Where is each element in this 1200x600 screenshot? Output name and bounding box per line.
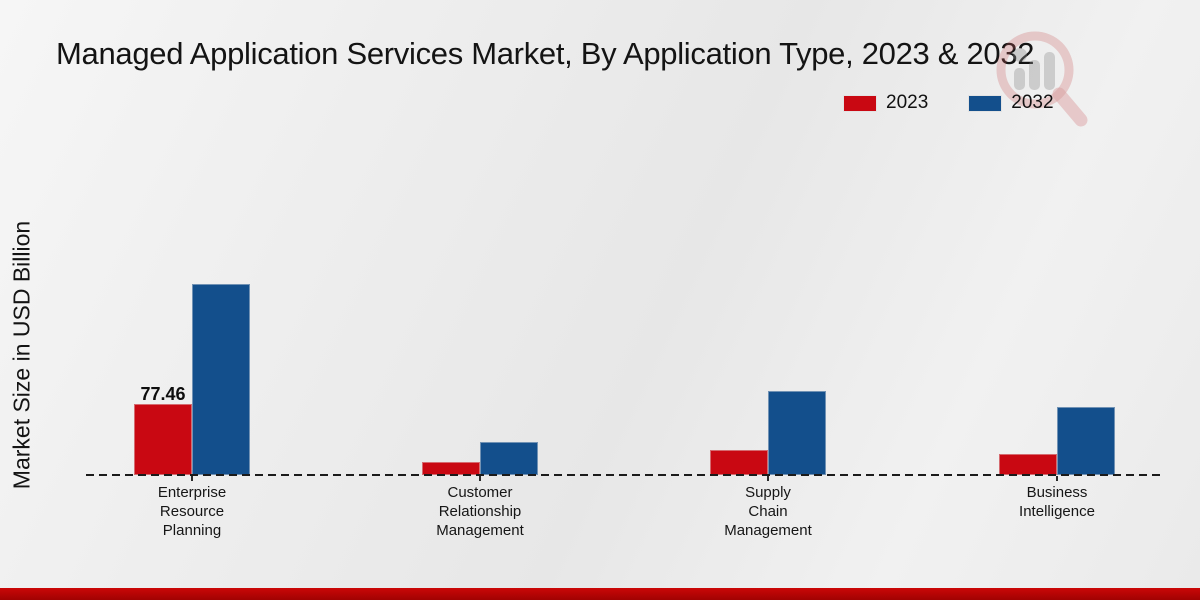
legend-item-2032: 2032 bbox=[968, 92, 1054, 114]
legend-swatch-2032 bbox=[968, 94, 1003, 112]
bar-2032-supply-chain-management bbox=[768, 391, 826, 475]
bar-2023-business-intelligence bbox=[999, 454, 1057, 475]
x-axis-tick bbox=[767, 476, 769, 481]
legend: 2023 2032 bbox=[843, 92, 1054, 114]
category-label-business-intelligence: Business Intelligence bbox=[1019, 484, 1095, 520]
x-axis-dashed-baseline bbox=[86, 474, 1165, 476]
bar-2032-business-intelligence bbox=[1057, 407, 1115, 475]
bottom-red-banner bbox=[0, 588, 1200, 600]
bar-2032-customer-relationship-management bbox=[480, 442, 538, 475]
bar-value-label: 77.46 bbox=[140, 384, 186, 404]
x-axis-tick bbox=[191, 476, 193, 481]
y-axis-label: Market Size in USD Billion bbox=[8, 220, 35, 490]
legend-label-2023: 2023 bbox=[886, 92, 929, 113]
category-label-customer-relationship-management: Customer Relationship Management bbox=[436, 484, 524, 539]
legend-label-2032: 2032 bbox=[1011, 92, 1054, 113]
bar-2023-supply-chain-management bbox=[710, 450, 768, 475]
x-axis-tick bbox=[479, 476, 481, 481]
chart-title: Managed Application Services Market, By … bbox=[56, 36, 1035, 71]
x-axis-tick bbox=[1056, 476, 1058, 481]
bar-2032-enterprise-resource-planning bbox=[192, 284, 250, 475]
category-label-supply-chain-management: Supply Chain Management bbox=[724, 484, 812, 539]
legend-item-2023: 2023 bbox=[843, 92, 928, 114]
bar-2023-enterprise-resource-planning bbox=[134, 404, 192, 475]
legend-swatch-2023 bbox=[843, 94, 877, 112]
watermark-logo-icon bbox=[996, 31, 1088, 127]
category-label-enterprise-resource-planning: Enterprise Resource Planning bbox=[157, 484, 227, 539]
